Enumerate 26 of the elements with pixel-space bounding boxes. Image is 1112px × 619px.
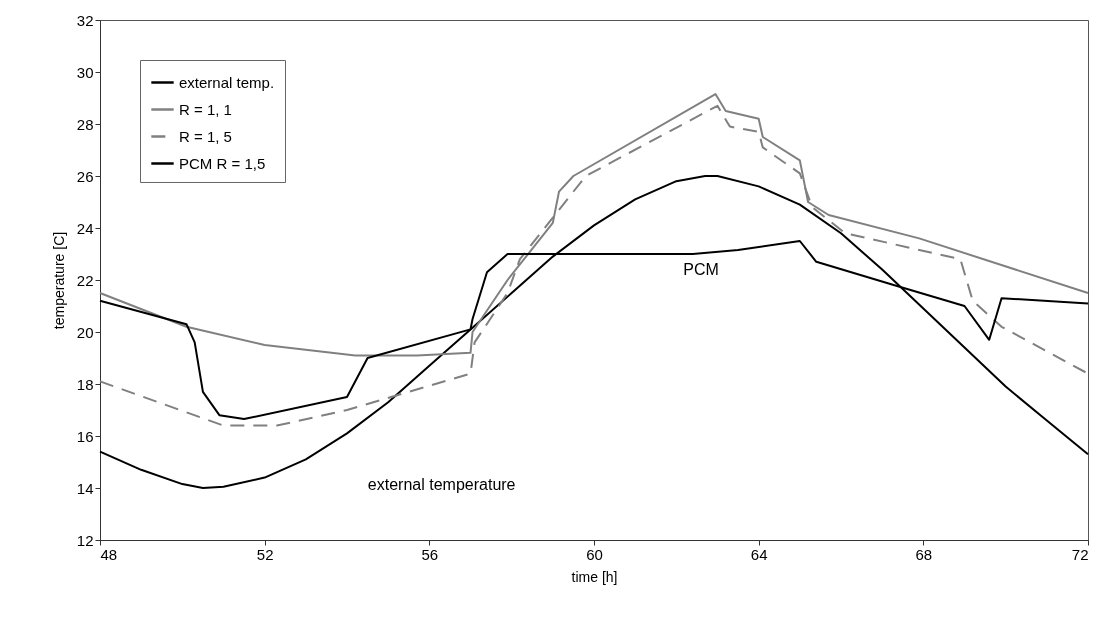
y-tick-label: 26 — [76, 167, 94, 185]
y-tick-label: 12 — [76, 531, 94, 549]
legend-label: R = 1, 1 — [179, 100, 232, 118]
y-tick-label: 30 — [76, 63, 94, 81]
y-tick-label: 18 — [76, 375, 94, 393]
y-tick-label: 16 — [76, 427, 94, 445]
legend-label: external temp. — [179, 73, 275, 91]
x-tick-label: 56 — [421, 545, 439, 563]
y-axis-title: temperature [C] — [50, 231, 67, 330]
y-tick-label: 22 — [76, 271, 94, 289]
x-tick-label: 60 — [586, 545, 603, 563]
legend-label: PCM R = 1,5 — [179, 154, 266, 172]
x-tick-label: 72 — [1071, 545, 1089, 563]
y-tick-label: 20 — [76, 323, 94, 341]
y-tick-label: 28 — [76, 115, 94, 133]
annotation: PCM — [683, 260, 719, 278]
y-tick-label: 24 — [76, 219, 94, 237]
annotation: external temperature — [367, 476, 516, 494]
legend-label: R = 1, 5 — [179, 127, 232, 145]
y-tick-label: 32 — [76, 11, 94, 29]
y-tick-label: 14 — [76, 479, 94, 497]
x-tick-label: 52 — [256, 545, 274, 563]
x-tick-label: 68 — [915, 545, 933, 563]
x-tick-label: 48 — [100, 545, 118, 563]
x-tick-label: 64 — [750, 545, 768, 563]
x-axis-title: time [h] — [571, 568, 618, 585]
